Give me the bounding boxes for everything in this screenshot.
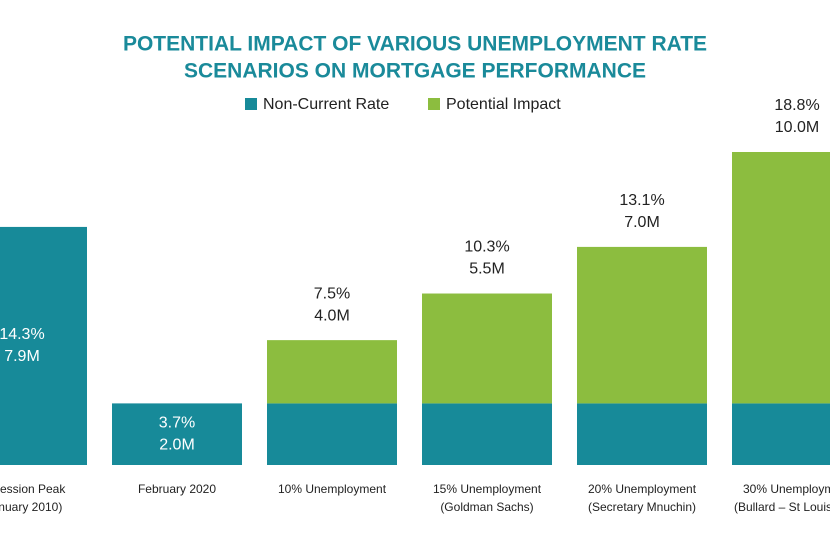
x-tick-label: (Bullard – St Louis Fed) bbox=[734, 500, 830, 514]
bar-segment bbox=[422, 403, 552, 465]
x-tick-label: 15% Unemployment bbox=[433, 482, 542, 496]
value-label: 7.0M bbox=[624, 214, 660, 231]
chart-title: SCENARIOS ON MORTGAGE PERFORMANCE bbox=[184, 60, 646, 83]
x-tick-label: (January 2010) bbox=[0, 500, 62, 514]
value-label: 7.5% bbox=[314, 285, 350, 302]
x-tick-label: 30% Unemployment bbox=[743, 482, 830, 496]
value-label: 5.5M bbox=[469, 261, 505, 278]
bar-segment bbox=[422, 293, 552, 404]
bar-segment bbox=[732, 152, 830, 404]
legend-swatch bbox=[428, 98, 440, 110]
x-tick-label: (Goldman Sachs) bbox=[440, 500, 533, 514]
x-tick-label: (Secretary Mnuchin) bbox=[588, 500, 696, 514]
x-tick-label: 10% Unemployment bbox=[278, 482, 387, 496]
bar-segment bbox=[577, 403, 707, 465]
bar-segment bbox=[577, 246, 707, 404]
value-label: 14.3% bbox=[0, 326, 45, 343]
bar-segment bbox=[267, 403, 397, 465]
x-tick-label: 20% Unemployment bbox=[588, 482, 697, 496]
x-tick-label: Recession Peak bbox=[0, 482, 66, 496]
bar-segment bbox=[0, 226, 87, 465]
value-label: 13.1% bbox=[619, 192, 664, 209]
value-label: 4.0M bbox=[314, 307, 350, 324]
value-label: 10.3% bbox=[464, 239, 509, 256]
chart-title: POTENTIAL IMPACT OF VARIOUS UNEMPLOYMENT… bbox=[123, 33, 707, 56]
value-label: 7.9M bbox=[4, 348, 40, 365]
bar-segment bbox=[112, 403, 242, 465]
legend-label: Potential Impact bbox=[446, 96, 561, 113]
legend-label: Non-Current Rate bbox=[263, 96, 389, 113]
bar-segment bbox=[732, 403, 830, 465]
legend-swatch bbox=[245, 98, 257, 110]
x-tick-label: February 2020 bbox=[138, 482, 216, 496]
value-label: 10.0M bbox=[775, 119, 819, 136]
bar-segment bbox=[267, 340, 397, 404]
value-label: 2.0M bbox=[159, 436, 195, 453]
value-label: 3.7% bbox=[159, 414, 195, 431]
value-label: 18.8% bbox=[774, 97, 819, 114]
